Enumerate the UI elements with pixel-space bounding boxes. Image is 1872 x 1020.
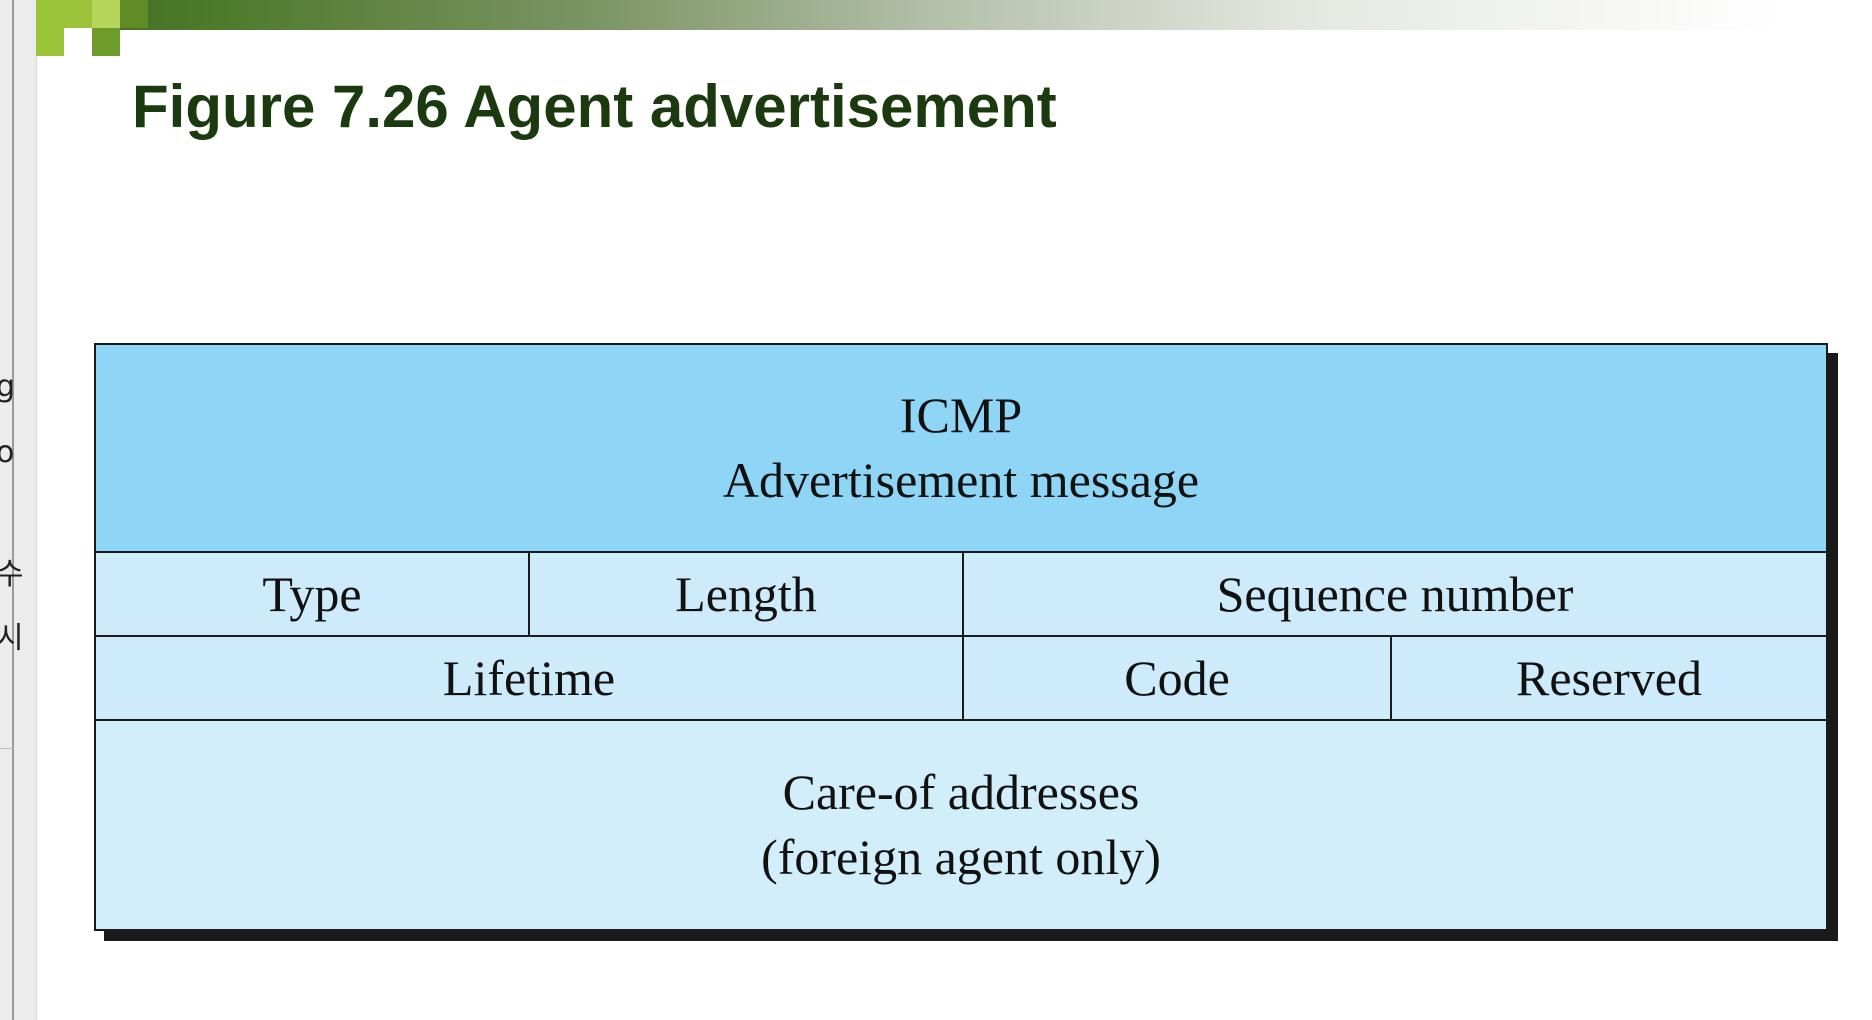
clipped-text-fragment: 시 <box>0 621 24 656</box>
care-of-addresses-label: Care-of addresses <box>782 764 1140 820</box>
field-reserved-label: Reserved <box>1515 649 1703 706</box>
decorative-gradient-bar <box>36 0 1872 30</box>
decorative-square <box>120 0 148 28</box>
field-code-label: Code <box>1124 649 1230 706</box>
icmp-label: ICMP <box>899 387 1023 443</box>
packet-frame: ICMP Advertisement message Type Length S… <box>94 343 1828 931</box>
icmp-header-block: ICMP Advertisement message <box>96 345 1826 553</box>
decorative-square <box>92 28 120 56</box>
field-lifetime: Lifetime <box>96 637 964 721</box>
field-type-label: Type <box>262 565 362 622</box>
field-length-label: Length <box>675 565 817 622</box>
foreign-agent-only-note: (foreign agent only) <box>761 829 1161 885</box>
care-of-addresses-block: Care-of addresses (foreign agent only) <box>96 721 1826 929</box>
field-sequence-number: Sequence number <box>964 553 1826 637</box>
field-code: Code <box>964 637 1392 721</box>
window-left-edge: g o 수 시 <box>0 0 37 1020</box>
edge-divider <box>0 748 14 749</box>
field-reserved: Reserved <box>1392 637 1826 721</box>
decorative-square <box>92 0 120 28</box>
field-lifetime-label: Lifetime <box>442 649 616 706</box>
slide-title: Figure 7.26 Agent advertisement <box>132 73 1057 140</box>
clipped-text-fragment: g <box>0 369 16 404</box>
field-type: Type <box>96 553 530 637</box>
decorative-square <box>64 28 92 56</box>
field-length: Length <box>530 553 964 637</box>
edge-line <box>12 0 14 1020</box>
clipped-text-fragment: 수 <box>0 557 24 592</box>
field-sequence-number-label: Sequence number <box>1216 565 1574 622</box>
clipped-text-fragment: o <box>0 435 15 470</box>
advertisement-message-label: Advertisement message <box>722 452 1200 508</box>
agent-advertisement-diagram: ICMP Advertisement message Type Length S… <box>94 343 1838 941</box>
